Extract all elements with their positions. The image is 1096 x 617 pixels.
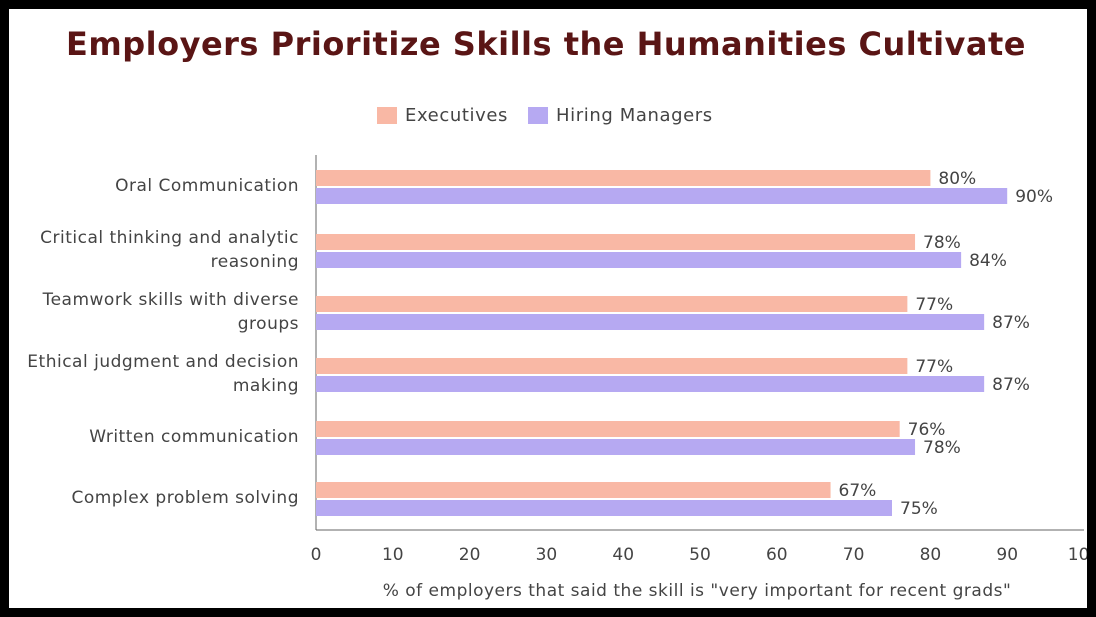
value-label: 84%	[969, 251, 1007, 271]
bar	[316, 500, 892, 516]
legend-swatch	[528, 107, 549, 124]
legend-label: Executives	[405, 105, 508, 126]
value-label: 80%	[938, 169, 976, 189]
x-tick-label: 0	[311, 545, 322, 565]
value-label: 77%	[915, 357, 953, 377]
bar	[316, 482, 831, 498]
x-tick-label: 90	[996, 545, 1018, 565]
frame: Employers Prioritize Skills the Humaniti…	[9, 9, 1087, 608]
value-label: 90%	[1015, 187, 1053, 207]
bar	[316, 358, 908, 374]
x-tick-label: 30	[536, 545, 558, 565]
y-tick-label: Written communication	[89, 427, 299, 447]
x-tick-label: 50	[689, 545, 711, 565]
value-label: 87%	[992, 375, 1030, 395]
y-tick-label: Oral Communication	[115, 176, 299, 196]
bar	[316, 170, 931, 186]
x-tick-label: 60	[766, 545, 788, 565]
value-label: 75%	[900, 499, 938, 519]
x-tick-label: 20	[459, 545, 481, 565]
bar	[316, 296, 908, 312]
x-tick-label: 100	[1068, 545, 1087, 565]
x-tick-label: 80	[920, 545, 942, 565]
y-tick-label: Teamwork skills with diverse groups	[42, 290, 299, 334]
bar	[316, 439, 916, 455]
x-tick-label: 10	[382, 545, 404, 565]
bar	[316, 376, 985, 392]
value-label: 87%	[992, 313, 1030, 333]
value-label: 77%	[915, 295, 953, 315]
legend-label: Hiring Managers	[556, 105, 713, 126]
value-label: 67%	[839, 481, 877, 501]
value-label: 78%	[923, 438, 961, 458]
x-tick-label: 40	[612, 545, 634, 565]
y-tick-label: Critical thinking and analytic reasoning	[40, 228, 299, 272]
bar	[316, 234, 916, 250]
value-label: 76%	[908, 420, 946, 440]
y-tick-label: Complex problem solving	[71, 488, 299, 508]
y-tick-label: Ethical judgment and decision making	[27, 352, 299, 396]
bar	[316, 421, 900, 437]
x-axis-title: % of employers that said the skill is "v…	[383, 581, 1012, 601]
x-tick-label: 70	[843, 545, 865, 565]
chart-title: Employers Prioritize Skills the Humaniti…	[66, 25, 1026, 63]
legend-swatch	[377, 107, 397, 124]
value-label: 78%	[923, 233, 961, 253]
bar	[316, 314, 985, 330]
bar	[316, 188, 1008, 204]
bar	[316, 252, 962, 268]
chart: Employers Prioritize Skills the Humaniti…	[66, 25, 1087, 601]
